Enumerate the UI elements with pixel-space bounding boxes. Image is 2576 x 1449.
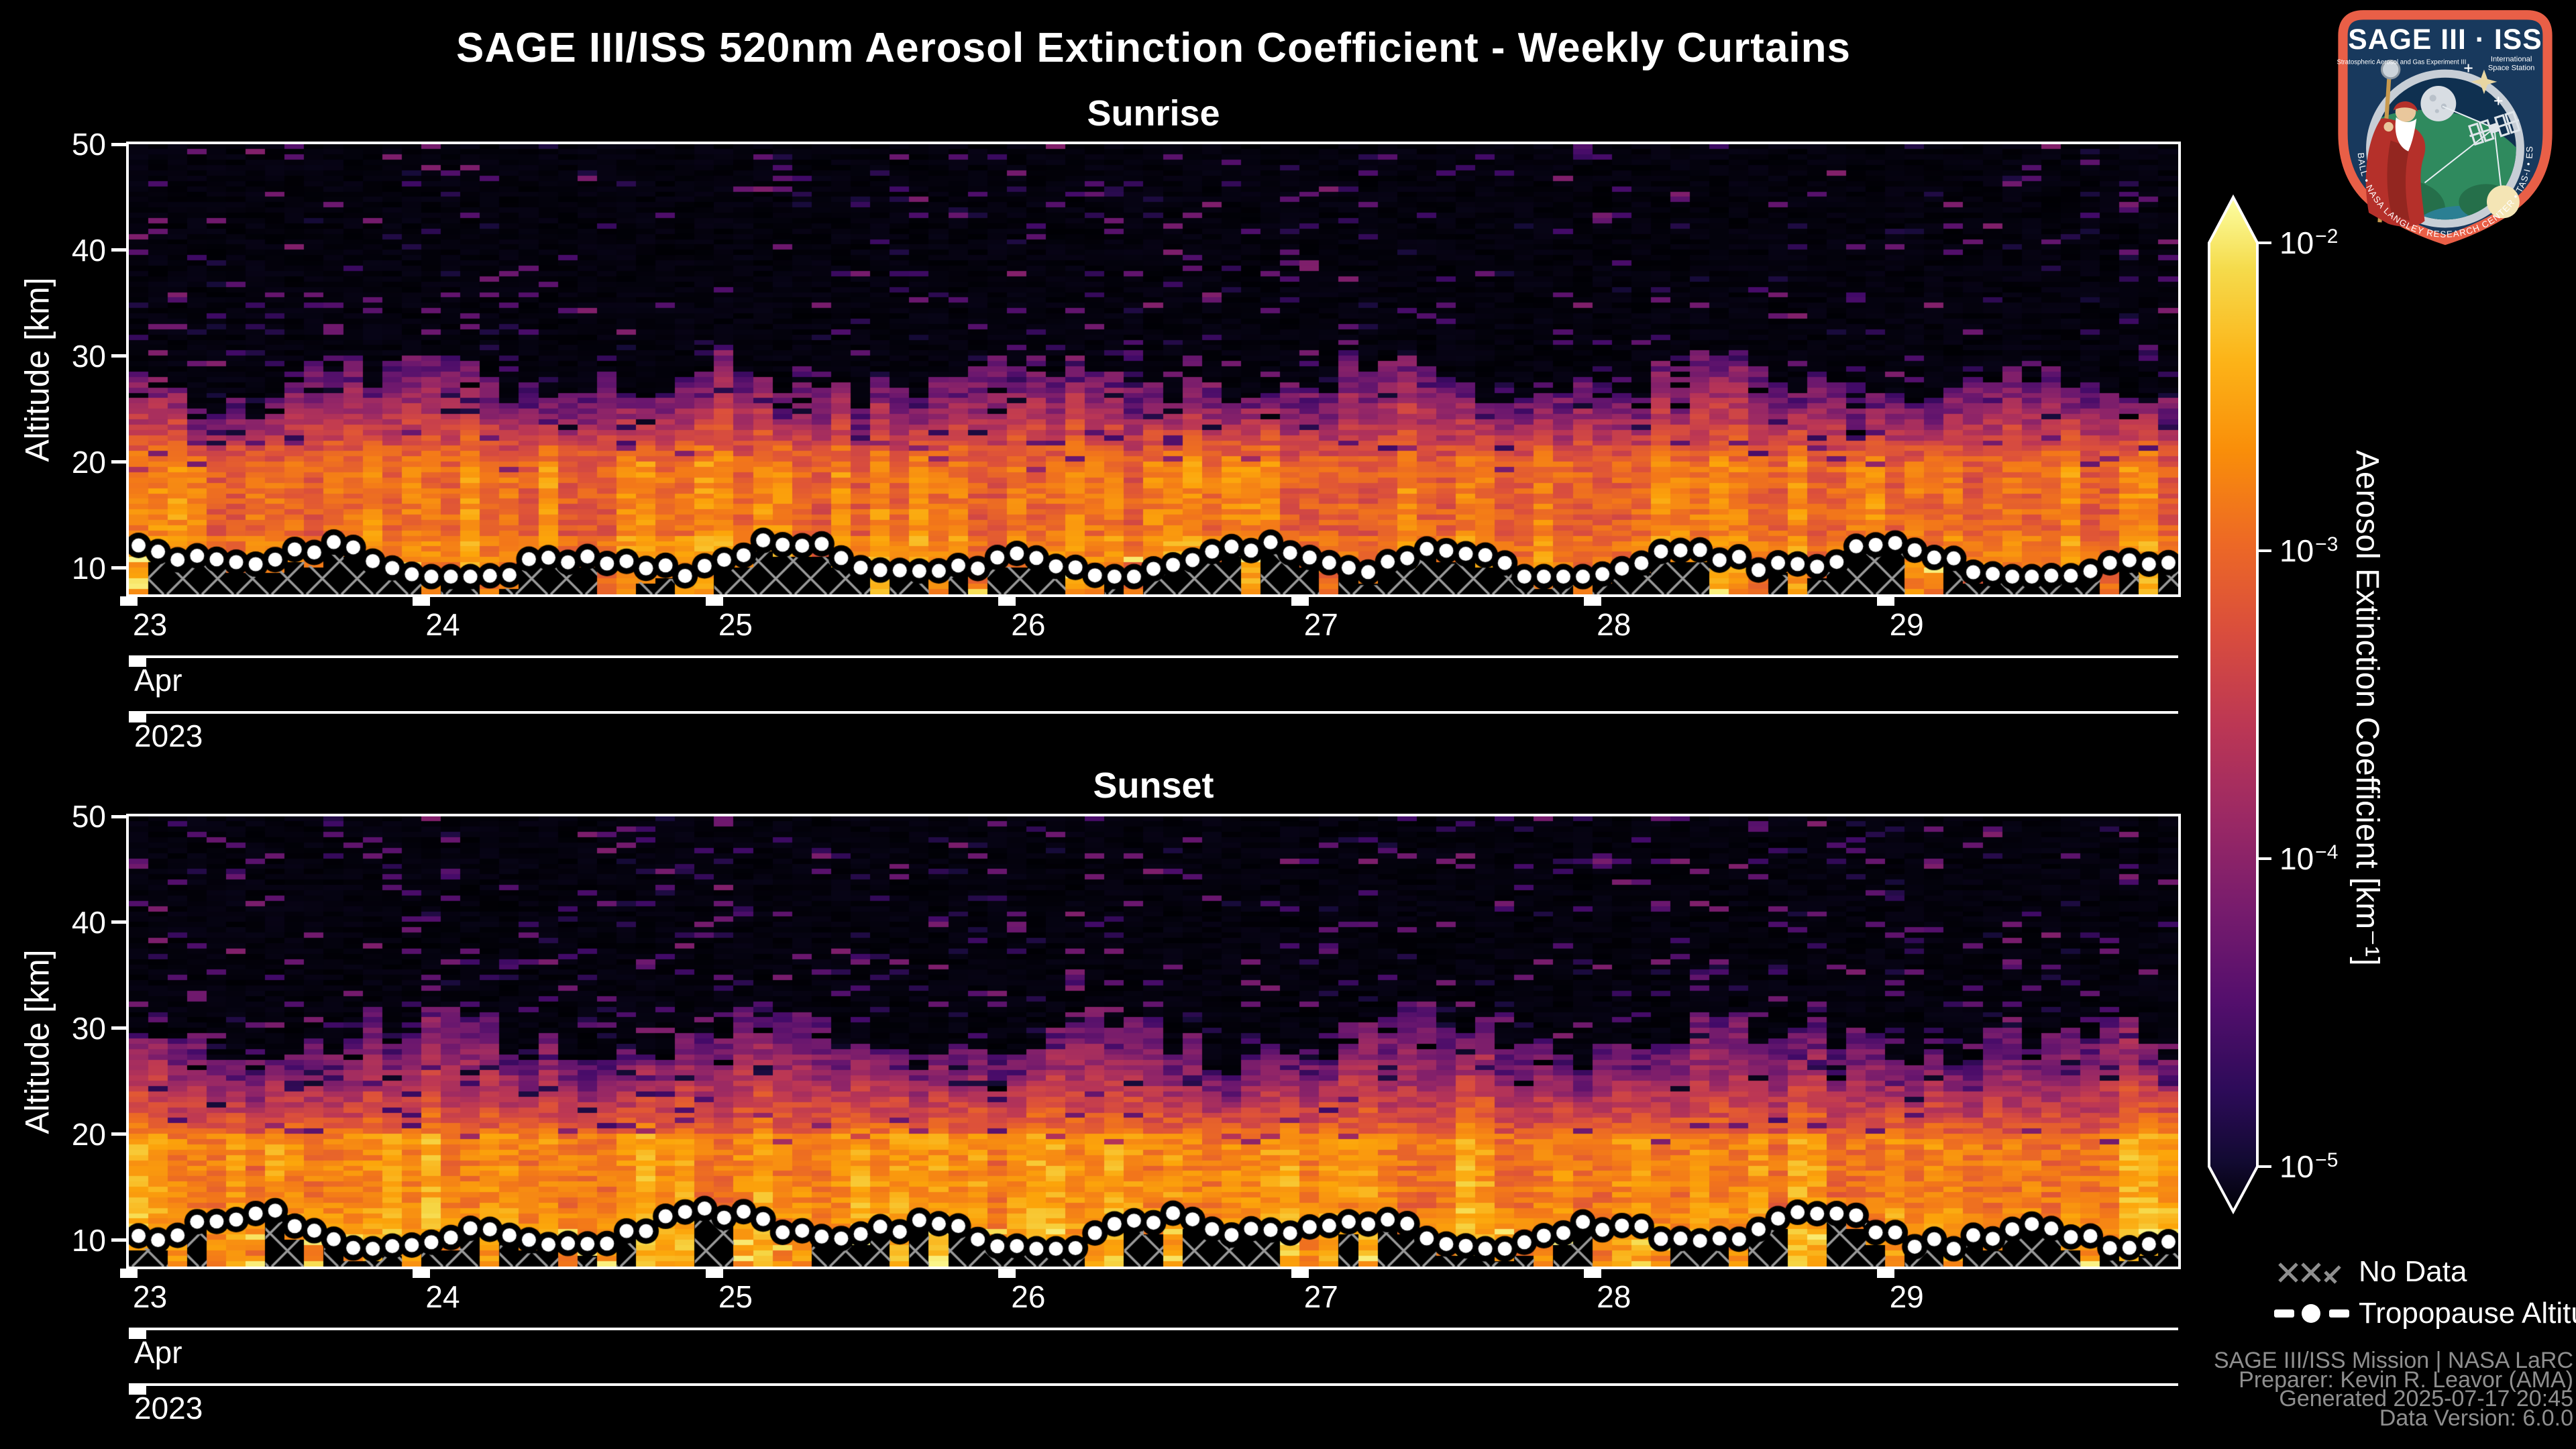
sunset-heatmap-canvas xyxy=(129,816,2178,1267)
credits-block: SAGE III/ISS Mission | NASA LaRC Prepare… xyxy=(1811,1348,2573,1431)
x-day-label: 28 xyxy=(1597,607,1631,642)
x-tick-mark xyxy=(1291,596,1309,606)
month-label: Apr xyxy=(134,663,182,698)
x-tick-mark xyxy=(120,596,138,606)
y-tick-mark xyxy=(111,920,126,924)
y-tick-label: 40 xyxy=(71,232,106,268)
x-day-label: 27 xyxy=(1303,607,1338,642)
y-tick-mark xyxy=(111,460,126,464)
month-axis-line xyxy=(129,655,2178,658)
y-tick-mark xyxy=(111,248,126,252)
x-day-label: 28 xyxy=(1597,1279,1631,1314)
legend-label-tropopause: Tropopause Altitude xyxy=(2359,1297,2576,1330)
x-day-label: 24 xyxy=(425,607,460,642)
iss-icon xyxy=(2468,110,2521,146)
x-tick-mark xyxy=(1291,1269,1309,1278)
y-tick-label: 50 xyxy=(71,127,106,162)
y-tick-mark xyxy=(111,1238,126,1242)
x-day-label: 26 xyxy=(1011,1279,1046,1314)
x-tick-mark xyxy=(1584,1269,1602,1278)
svg-text:10−3: 10−3 xyxy=(2279,533,2338,568)
x-tick-mark xyxy=(1584,596,1602,606)
x-day-label: 27 xyxy=(1303,1279,1338,1314)
father-time-figure xyxy=(2365,59,2426,227)
sunset-panel-title: Sunset xyxy=(1093,765,1214,806)
x-day-label: 25 xyxy=(718,607,753,642)
patch-subtitle-left: Stratospheric Aerosol and Gas Experiment… xyxy=(2337,58,2466,66)
colorbar-axis-label: Aerosol Extinction Coefficient [km⁻¹] xyxy=(2349,449,2385,966)
colorbar: 10−2 10−3 10−4 10−5 xyxy=(2208,194,2338,1215)
no-data-hatch-icon xyxy=(2278,1263,2341,1284)
x-tick-mark xyxy=(413,1269,431,1278)
year-axis-line xyxy=(129,1383,2178,1386)
svg-text:10−2: 10−2 xyxy=(2279,225,2338,260)
colorbar-tick-labels: 10−2 10−3 10−4 10−5 xyxy=(2279,225,2338,1184)
y-tick-label: 20 xyxy=(71,444,106,480)
colorbar-tick-marks xyxy=(2257,241,2271,1168)
page-title: SAGE III/ISS 520nm Aerosol Extinction Co… xyxy=(455,25,1851,71)
tropopause-marker-icon xyxy=(2274,1304,2349,1323)
month-axis-line xyxy=(129,1328,2178,1330)
y-tick-mark xyxy=(111,1026,126,1030)
year-axis-tick xyxy=(129,1386,146,1395)
x-day-label: 23 xyxy=(133,1279,168,1314)
y-tick-mark xyxy=(111,566,126,570)
x-day-label: 25 xyxy=(718,1279,753,1314)
year-label: 2023 xyxy=(134,718,203,753)
svg-text:10−5: 10−5 xyxy=(2279,1149,2338,1184)
y-tick-label: 20 xyxy=(71,1116,106,1152)
y-tick-mark xyxy=(111,1132,126,1136)
legend-label-no-data: No Data xyxy=(2359,1255,2467,1288)
patch-subtitle-right-1: International xyxy=(2491,55,2532,63)
x-day-label: 24 xyxy=(425,1279,460,1314)
year-axis-tick xyxy=(129,714,146,722)
y-tick-label: 40 xyxy=(71,904,106,940)
month-label: Apr xyxy=(134,1335,182,1370)
x-tick-mark xyxy=(705,596,723,606)
stars xyxy=(2464,64,2503,105)
sunrise-panel-title: Sunrise xyxy=(1087,93,1220,133)
svg-text:10−4: 10−4 xyxy=(2279,841,2338,876)
credit-mission: SAGE III/ISS Mission | NASA LaRC xyxy=(2213,1348,2573,1373)
x-tick-mark xyxy=(1876,596,1894,606)
y-tick-label: 30 xyxy=(71,338,106,374)
year-label: 2023 xyxy=(134,1391,203,1426)
credit-preparer: Preparer: Kevin R. Leavor (AMA) xyxy=(2239,1366,2573,1393)
y-tick-mark xyxy=(111,814,126,818)
x-day-label: 23 xyxy=(133,607,168,642)
year-axis-line xyxy=(129,711,2178,714)
month-axis-tick xyxy=(129,1330,146,1339)
patch-title: SAGE III · ISS xyxy=(2348,23,2542,56)
x-tick-mark xyxy=(998,1269,1016,1278)
y-tick-mark xyxy=(111,354,126,358)
x-tick-mark xyxy=(120,1269,138,1278)
credit-data-version: Data Version: 6.0.0 xyxy=(2379,1405,2573,1431)
colorbar-bar xyxy=(2208,194,2259,1215)
x-tick-mark xyxy=(998,596,1016,606)
y-tick-label: 30 xyxy=(71,1010,106,1046)
credit-generated: Generated 2025-07-17 20:45 xyxy=(2279,1386,2573,1411)
y-tick-label: 50 xyxy=(71,799,106,834)
x-tick-mark xyxy=(413,596,431,606)
y-tick-label: 10 xyxy=(71,1222,106,1258)
x-day-label: 26 xyxy=(1011,607,1046,642)
x-tick-mark xyxy=(1876,1269,1894,1278)
y-tick-label: 10 xyxy=(71,550,106,586)
moon-icon xyxy=(2420,86,2457,121)
y-tick-mark xyxy=(111,142,126,146)
sun-icon xyxy=(2487,185,2520,219)
mission-patch-logo: SAGE III · ISS Stratospheric Aerosol and… xyxy=(2322,4,2553,246)
month-axis-tick xyxy=(129,658,146,667)
x-day-label: 29 xyxy=(1889,1279,1924,1314)
patch-subtitle-right-2: Space Station xyxy=(2488,64,2535,72)
x-day-label: 29 xyxy=(1889,607,1924,642)
x-tick-mark xyxy=(705,1269,723,1278)
sunrise-heatmap-canvas xyxy=(129,144,2178,594)
